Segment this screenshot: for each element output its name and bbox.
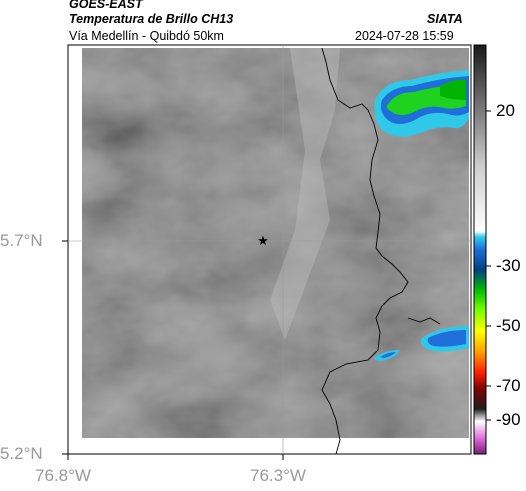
border-branch [407,317,441,325]
star-marker-icon: ★ [257,234,269,249]
lat-tick-label-2: 5.2°N [0,444,43,463]
timestamp-label: 2024-07-28 15:59 [355,29,454,43]
lat-tick-label-1: 5.7°N [0,231,43,250]
org-label: SIATA [427,12,463,26]
colorbar [473,44,487,455]
colorbar-label-m90: -90 [496,410,521,429]
department-border [321,47,409,455]
cloud-darkgreen-ne [440,79,466,100]
cloud-blue-se [427,330,466,347]
colorbar-label-m30: -30 [496,256,521,275]
region-label: Vía Medellín - Quibdó 50km [69,29,224,43]
lon-tick-label-2: 76.3°W [250,466,306,485]
colorbar-ticks [486,110,491,421]
colorbar-label-20: 20 [496,101,515,120]
colorbar-label-m50: -50 [496,316,521,335]
colorbar-label-m70: -70 [496,376,521,395]
product-title: Temperatura de Brillo CH13 [69,12,234,26]
cloud-blue-small [380,352,396,358]
lon-tick-label-1: 76.8°W [35,466,91,485]
axis-ticks [62,240,284,460]
satellite-name: GOES-EAST [69,0,143,11]
light-cloud-band [270,48,340,340]
